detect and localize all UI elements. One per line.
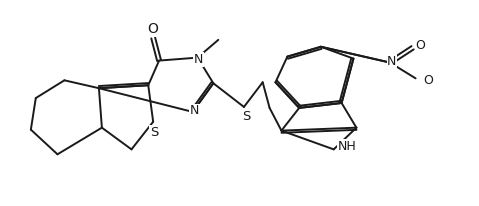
Text: N: N	[190, 104, 199, 117]
Text: NH: NH	[338, 140, 356, 153]
Text: O: O	[423, 74, 433, 87]
Text: S: S	[150, 126, 159, 139]
Text: N: N	[387, 55, 397, 68]
Text: O: O	[148, 22, 159, 36]
Text: O: O	[416, 39, 425, 52]
Text: S: S	[242, 110, 250, 123]
Text: N: N	[194, 53, 203, 66]
